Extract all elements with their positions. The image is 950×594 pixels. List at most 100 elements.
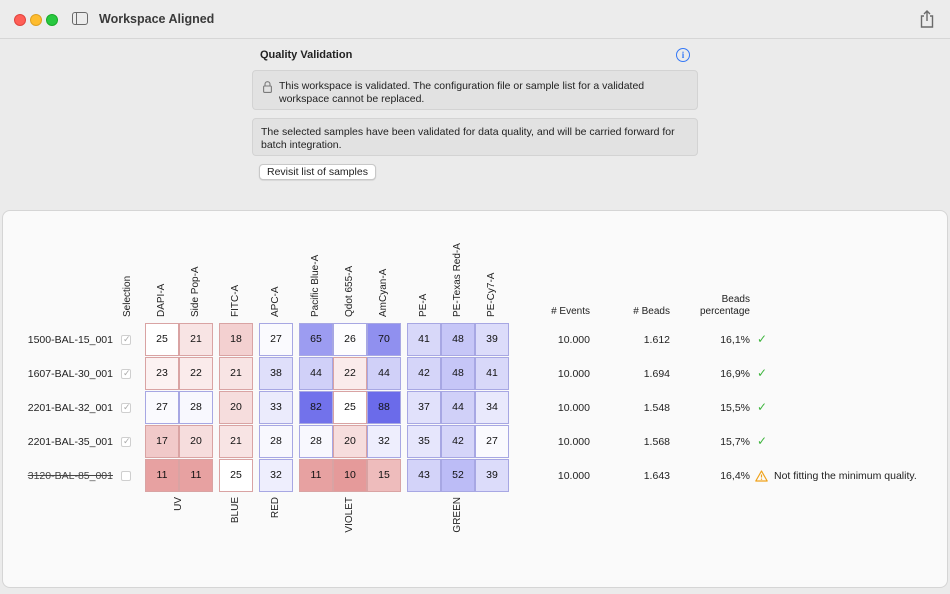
events-value: 10.000 [557,334,590,346]
value-cell: 44 [441,391,475,424]
zoom-window-button[interactable] [46,14,58,26]
value-cell: 22 [179,357,213,390]
value-cell: 21 [219,425,253,458]
window-title: Workspace Aligned [99,12,215,26]
channel-header: PE-A [418,293,429,317]
checkmark-icon: ✓ [123,368,131,378]
sample-checkbox[interactable] [121,471,131,481]
value-cell: 20 [179,425,213,458]
value-cell: 28 [179,391,213,424]
locked-message: This workspace is validated. The configu… [279,80,645,105]
checkmark-icon: ✓ [757,434,768,448]
warning-icon [755,470,768,482]
sample-checkbox[interactable]: ✓ [121,436,131,447]
channel-group-label: VIOLET [344,497,355,533]
minimize-window-button[interactable] [30,14,42,26]
close-window-button[interactable] [14,14,26,26]
value-cell: 20 [333,425,367,458]
checkmark-icon: ✓ [123,436,131,446]
channel-header: PE-Texas Red-A [452,243,463,317]
lock-icon [263,81,272,93]
channel-group-label: GREEN [452,497,463,533]
beads-percentage-value: 16,1% [720,334,750,346]
value-cell: 65 [299,323,333,356]
value-cell: 37 [407,391,441,424]
value-cell: 34 [475,391,509,424]
channel-group-label: BLUE [230,497,241,524]
channel-header: Side Pop-A [190,266,201,317]
value-cell: 17 [145,425,179,458]
status-notice: The selected samples have been validated… [252,118,698,156]
beads-value: 1.694 [643,368,670,380]
locked-notice: This workspace is validated. The configu… [252,70,698,110]
value-cell: 42 [441,425,475,458]
value-cell: 52 [441,459,475,492]
sidebar-icon[interactable] [72,12,88,25]
value-cell: 70 [367,323,401,356]
sample-name: 1607-BAL-30_001 [27,368,113,380]
beads-header: # Beads [633,306,670,317]
status-message: The selected samples have been validated… [261,126,675,151]
events-header: # Events [551,306,590,317]
checkmark-icon: ✓ [757,366,768,380]
share-icon[interactable] [918,9,936,29]
value-cell: 32 [259,459,293,492]
beads-value: 1.568 [643,436,670,448]
sample-name: 2201-BAL-35_001 [27,436,113,448]
value-cell: 48 [441,323,475,356]
value-cell: 44 [367,357,401,390]
beads-value: 1.548 [643,402,670,414]
sample-name: 3120-BAL-85_001 [27,470,113,482]
beads-value: 1.643 [643,470,670,482]
value-cell: 41 [475,357,509,390]
value-cell: 27 [259,323,293,356]
value-cell: 35 [407,425,441,458]
value-cell: 10 [333,459,367,492]
channel-header: APC-A [270,286,281,317]
beads-value: 1.612 [643,334,670,346]
selection-header: Selection [122,275,133,317]
value-cell: 22 [333,357,367,390]
value-cell: 25 [219,459,253,492]
value-cell: 23 [145,357,179,390]
value-cell: 20 [219,391,253,424]
value-cell: 48 [441,357,475,390]
beads-percentage-value: 15,7% [720,436,750,448]
value-cell: 38 [259,357,293,390]
channel-header: DAPI-A [156,283,167,317]
value-cell: 28 [299,425,333,458]
quality-note: Not fitting the minimum quality. [774,470,917,482]
channel-header: Pacific Blue-A [310,254,321,317]
section-title: Quality Validation [260,49,353,61]
sample-checkbox[interactable]: ✓ [121,334,131,345]
value-cell: 15 [367,459,401,492]
revisit-samples-button[interactable]: Revisit list of samples [259,164,376,180]
beads-percentage-value: 16,9% [720,368,750,380]
channel-group-label: RED [270,497,281,519]
events-value: 10.000 [557,470,590,482]
channel-group-label: UV [173,497,184,511]
channel-header: Qdot 655-A [344,265,355,317]
checkmark-icon: ✓ [757,332,768,346]
value-cell: 32 [367,425,401,458]
checkmark-icon: ✓ [757,400,768,414]
beads-percentage-value: 15,5% [720,402,750,414]
value-cell: 44 [299,357,333,390]
value-cell: 82 [299,391,333,424]
sample-checkbox[interactable]: ✓ [121,368,131,379]
title-bar: Workspace Aligned [0,0,950,39]
value-cell: 25 [145,323,179,356]
sample-checkbox[interactable]: ✓ [121,402,131,413]
value-cell: 39 [475,323,509,356]
channel-header: PE-Cy7-A [486,272,497,317]
checkmark-icon: ✓ [123,334,131,344]
value-cell: 11 [299,459,333,492]
value-cell: 28 [259,425,293,458]
value-cell: 27 [145,391,179,424]
info-icon[interactable]: i [676,48,690,62]
value-cell: 18 [219,323,253,356]
value-cell: 21 [179,323,213,356]
channel-header: AmCyan-A [378,268,389,317]
events-value: 10.000 [557,368,590,380]
value-cell: 27 [475,425,509,458]
